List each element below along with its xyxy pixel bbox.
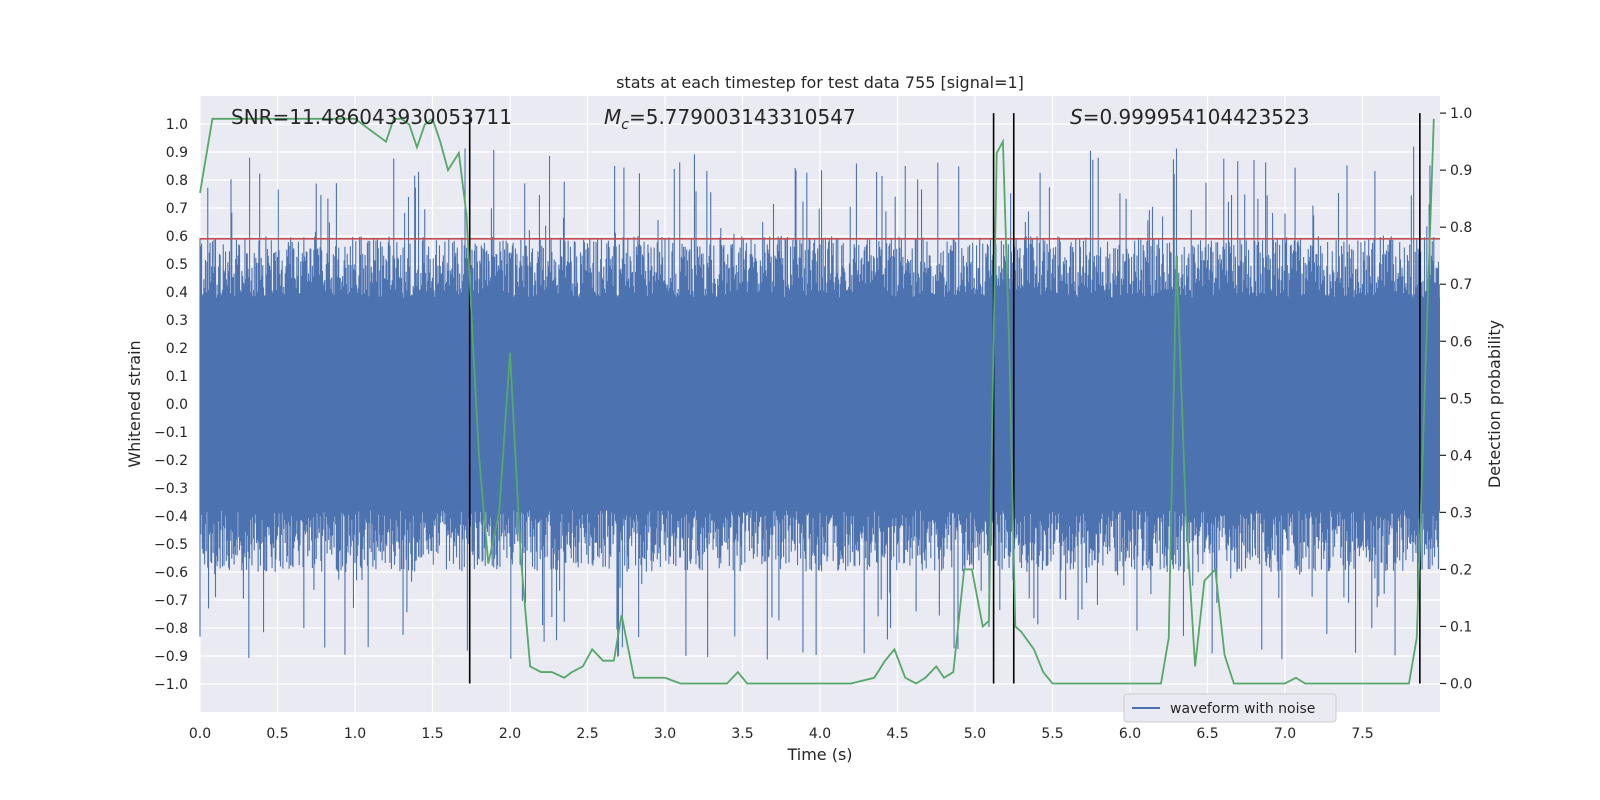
y-left-tick-label: −1.0 xyxy=(154,677,188,693)
y-right-tick-label: 0.4 xyxy=(1450,448,1472,464)
y-right-tick-label: 0.7 xyxy=(1450,277,1472,293)
y-left-tick-label: 1.0 xyxy=(166,117,188,133)
legend-box xyxy=(1123,693,1337,723)
x-tick-label: 5.5 xyxy=(1041,726,1063,742)
y-left-tick-label: −0.9 xyxy=(154,649,188,665)
y-left-tick-label: 0.3 xyxy=(166,313,188,329)
y-right-tick-label: 1.0 xyxy=(1450,106,1472,122)
y-left-tick-label: 0.2 xyxy=(166,341,188,357)
y-right-tick-label: 0.2 xyxy=(1450,562,1472,578)
mc-annotation: Mc=5.779003143310547 xyxy=(604,105,856,133)
y-left-tick-label: −0.2 xyxy=(154,453,188,469)
y-left-tick-label: −0.5 xyxy=(154,537,188,553)
x-tick-label: 6.5 xyxy=(1196,726,1218,742)
y-left-tick-label: 0.0 xyxy=(166,397,188,413)
x-tick-label: 1.5 xyxy=(421,726,443,742)
y-left-tick-label: 0.6 xyxy=(166,229,188,245)
x-tick-label: 6.0 xyxy=(1119,726,1141,742)
legend: waveform with noise xyxy=(1123,693,1337,723)
y-right-tick-label: 0.0 xyxy=(1450,676,1472,692)
y-left-tick-label: 0.4 xyxy=(166,285,188,301)
mc-value: =5.779003143310547 xyxy=(629,105,856,129)
y-left-tick-label: 0.1 xyxy=(166,369,188,385)
y-left-tick-label: −0.1 xyxy=(154,425,188,441)
snr-annotation: SNR=11.486043930053711 xyxy=(231,105,512,129)
strain-series xyxy=(199,146,1440,660)
legend-entry: waveform with noise xyxy=(1170,701,1315,717)
y-left-tick-label: −0.3 xyxy=(154,481,188,497)
x-tick-label: 3.5 xyxy=(731,726,753,742)
y-right-tick-label: 0.5 xyxy=(1450,391,1472,407)
s-annotation: S=0.999954104423523 xyxy=(1070,105,1309,129)
y-right-tick-label: 0.9 xyxy=(1450,163,1472,179)
y-right-tick-label: 0.1 xyxy=(1450,619,1472,635)
y-left-tick-label: 0.9 xyxy=(166,145,188,161)
y-right-axis-label: Detection probability xyxy=(1485,320,1504,488)
y-left-tick-label: −0.7 xyxy=(154,593,188,609)
x-tick-label: 3.0 xyxy=(654,726,676,742)
s-symbol: S xyxy=(1070,105,1083,129)
x-tick-label: 0.5 xyxy=(266,726,288,742)
x-tick-label: 2.5 xyxy=(576,726,598,742)
x-tick-label: 4.5 xyxy=(886,726,908,742)
mc-symbol: M xyxy=(604,105,621,129)
y-left-axis-label: Whitened strain xyxy=(125,340,144,467)
mc-subscript: c xyxy=(621,117,629,133)
y-right-tick-labels: 1.0 0.9 0.8 0.7 0.6 0.5 0.4 0.3 0.2 0.1 0.0 xyxy=(1440,106,1472,692)
y-left-tick-label: 0.7 xyxy=(166,201,188,217)
y-left-tick-label: −0.4 xyxy=(154,509,188,525)
x-tick-label: 4.0 xyxy=(809,726,831,742)
x-tick-labels: 0.0 0.5 1.0 1.5 2.0 2.5 3.0 3.5 4.0 4.5 5.0 5.5 6.0 6… xyxy=(189,726,1374,742)
x-tick-label: 5.0 xyxy=(964,726,986,742)
probability-line xyxy=(199,117,1435,685)
x-tick-label: 2.0 xyxy=(499,726,521,742)
y-right-tick-label: 0.8 xyxy=(1450,220,1472,236)
s-value: =0.999954104423523 xyxy=(1083,105,1310,129)
x-axis-label: Time (s) xyxy=(786,745,852,764)
x-tick-label: 1.0 xyxy=(344,726,366,742)
vertical-lines xyxy=(468,113,1421,684)
y-right-tick-label: 0.6 xyxy=(1450,334,1472,350)
x-tick-label: 7.0 xyxy=(1274,726,1296,742)
x-tick-label: 0.0 xyxy=(189,726,211,742)
y-right-tick-label: 0.3 xyxy=(1450,505,1472,521)
y-left-tick-label: 0.8 xyxy=(166,173,188,189)
y-left-tick-labels: 1.0 0.9 0.8 0.7 0.6 0.5 0.4 0.3 0.2 0.1 0.0 −0.1 −0.… xyxy=(154,117,188,693)
strain-core-band xyxy=(200,297,1440,511)
chart-title: stats at each timestep for test data 755… xyxy=(616,73,1024,92)
x-tick-label: 7.5 xyxy=(1351,726,1373,742)
y-left-tick-label: −0.6 xyxy=(154,565,188,581)
y-left-tick-label: 0.5 xyxy=(166,257,188,273)
y-left-tick-label: −0.8 xyxy=(154,621,188,637)
